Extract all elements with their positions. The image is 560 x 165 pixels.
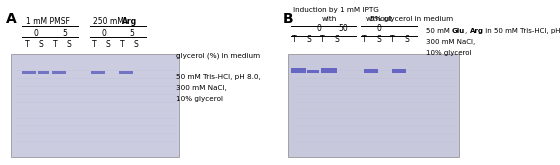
Text: 1 mM PMSF: 1 mM PMSF [26,17,69,26]
Text: Induction by 1 mM IPTG: Induction by 1 mM IPTG [293,7,379,13]
Text: 250 mM: 250 mM [92,17,126,26]
Bar [52,71,66,74]
Text: 50 mM Tris-HCl, pH 8.0,: 50 mM Tris-HCl, pH 8.0, [176,74,261,80]
Text: 50 mM: 50 mM [426,28,452,34]
Text: T: T [120,40,124,49]
Text: A: A [6,12,16,26]
Text: Glu: Glu [452,28,465,34]
Bar [22,71,36,74]
Text: 300 mM NaCl,: 300 mM NaCl, [176,85,227,91]
Text: S: S [334,35,339,44]
Text: 0: 0 [34,29,39,37]
Bar [288,54,459,157]
Text: T: T [320,35,325,44]
Text: in 50 mM Tris-HCl, pH 8.0,: in 50 mM Tris-HCl, pH 8.0, [483,28,560,34]
Text: T: T [390,35,395,44]
Text: without: without [366,16,393,22]
Text: T: T [53,40,57,49]
Text: glycerol (%) in medium: glycerol (%) in medium [176,53,260,59]
Text: 10% glycerol: 10% glycerol [176,96,223,102]
Text: T: T [292,35,297,44]
Text: 10% glycerol: 10% glycerol [426,50,471,55]
Text: 0: 0 [101,29,106,37]
Text: 50: 50 [338,24,348,33]
Bar [291,68,306,73]
Text: ,: , [465,28,469,34]
Text: T: T [25,40,29,49]
Text: 5: 5 [62,29,67,37]
Text: S: S [404,35,409,44]
Bar [119,71,133,74]
Bar [392,69,406,73]
Text: 5% glycerol in medium: 5% glycerol in medium [370,16,453,22]
Text: S: S [134,40,138,49]
Text: S: S [106,40,110,49]
Text: S: S [67,40,71,49]
Text: 0: 0 [317,24,321,33]
Text: 0: 0 [376,24,381,33]
Bar [307,70,319,73]
Text: 5: 5 [129,29,134,37]
Text: S: S [306,35,311,44]
Bar [91,71,105,74]
Text: B: B [283,12,293,26]
Text: Arg: Arg [469,28,483,34]
Text: T: T [362,35,367,44]
Text: T: T [92,40,96,49]
Bar [321,68,337,73]
Text: 300 mM NaCl,: 300 mM NaCl, [426,39,475,45]
Bar [364,69,378,73]
Text: Arg: Arg [122,17,138,26]
Text: S: S [376,35,381,44]
Bar [38,71,49,74]
Text: S: S [39,40,43,49]
Text: with: with [321,16,337,22]
Bar [11,54,179,157]
